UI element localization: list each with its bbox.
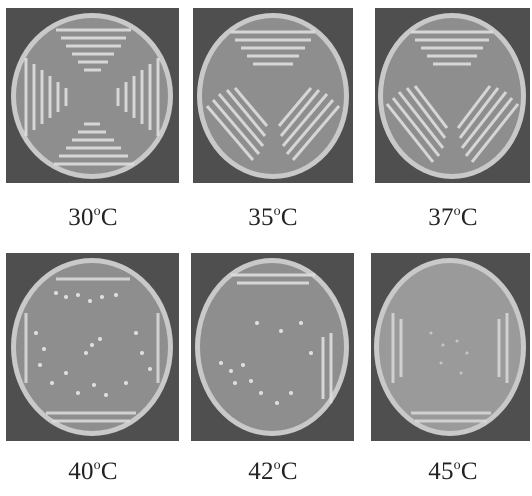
plate-photo-40c <box>6 253 179 441</box>
plate-photo-30c <box>6 8 179 183</box>
plate-label-35c: 35oC <box>248 204 298 231</box>
plate-label-37c: 37oC <box>428 204 478 231</box>
plate-photo-37c <box>375 8 530 183</box>
plate-label-30c: 30oC <box>68 204 118 231</box>
plate-label-40c: 40oC <box>68 458 118 485</box>
plate-photo-35c <box>193 8 353 183</box>
plate-photo-42c <box>191 253 354 441</box>
plate-label-42c: 42oC <box>248 458 298 485</box>
plate-label-45c: 45oC <box>428 458 478 485</box>
plate-photo-45c <box>371 253 530 441</box>
